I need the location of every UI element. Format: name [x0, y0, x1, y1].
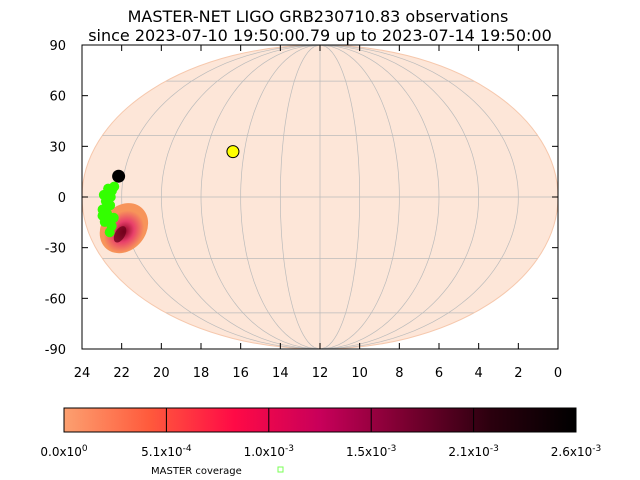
- colorbar-label: 2.6x10-3: [551, 444, 601, 459]
- x-tick-label: 16: [232, 366, 249, 381]
- coverage-point: [104, 214, 115, 225]
- y-axis-ticks: 90 60 30 0 -30 -60 -90: [45, 39, 558, 358]
- y-tick-label: 60: [49, 90, 66, 105]
- sun-marker: [226, 145, 240, 159]
- colorbar-label: 5.1x10-4: [141, 444, 192, 459]
- x-tick-label: 24: [74, 366, 91, 381]
- graticule: [82, 45, 558, 349]
- x-tick-label: 22: [113, 366, 130, 381]
- x-tick-label: 18: [193, 366, 210, 381]
- x-tick-label: 2: [514, 366, 522, 381]
- colorbar: [63, 407, 577, 433]
- x-tick-label: 10: [351, 366, 368, 381]
- markers: [112, 145, 240, 183]
- y-tick-label: -30: [45, 242, 66, 257]
- coverage-points: [97, 181, 120, 238]
- colorbar-ticks: [63, 408, 577, 432]
- y-tick-label: -90: [45, 343, 66, 358]
- coverage-point: [109, 181, 120, 192]
- x-tick-label: 14: [272, 366, 289, 381]
- legend-label: MASTER coverage: [151, 466, 242, 477]
- colorbar-label: 1.5x10-3: [346, 444, 396, 459]
- coverage-point: [105, 200, 116, 211]
- chart-title: MASTER-NET LIGO GRB230710.83 observation…: [128, 7, 509, 26]
- moon-marker: [112, 169, 126, 183]
- colorbar-labels: 0.0x100 5.1x10-4 1.0x10-3 1.5x10-3 2.1x10-3 2…: [40, 444, 601, 459]
- coverage-point: [105, 192, 116, 202]
- legend-coverage-marker: [277, 466, 284, 473]
- y-tick-label: 30: [49, 140, 66, 155]
- colorbar-label: 2.1x10-3: [448, 444, 498, 459]
- coverage-point: [104, 227, 115, 238]
- x-tick-label: 20: [153, 366, 170, 381]
- x-tick-label: 4: [475, 366, 483, 381]
- colorbar-label: 0.0x100: [40, 444, 87, 459]
- y-tick-label: -60: [45, 292, 66, 307]
- y-tick-label: 0: [58, 191, 66, 206]
- probability-core: [113, 226, 127, 243]
- x-tick-label: 0: [554, 366, 562, 381]
- x-axis-ticks: 24 22 20 18 16 14 12 10 8 6 4 2 0: [74, 45, 562, 381]
- x-tick-label: 12: [312, 366, 329, 381]
- colorbar-label: 1.0x10-3: [244, 444, 294, 459]
- x-tick-label: 8: [395, 366, 403, 381]
- x-tick-label: 6: [435, 366, 443, 381]
- y-tick-label: 90: [49, 39, 66, 54]
- chart-subtitle: since 2023-07-10 19:50:00.79 up to 2023-…: [88, 26, 552, 45]
